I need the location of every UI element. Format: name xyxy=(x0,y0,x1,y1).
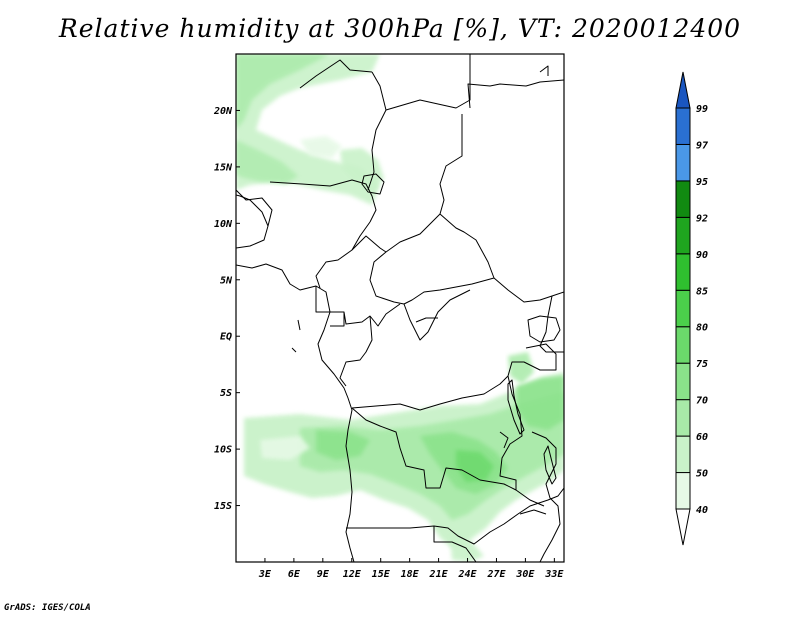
colorbar-swatch xyxy=(675,107,691,145)
map-frame xyxy=(235,53,565,563)
colorbar-swatch xyxy=(675,289,691,328)
lon-label: 30E xyxy=(515,569,535,580)
colorbar-label: 40 xyxy=(696,505,708,516)
humidity-shading xyxy=(236,54,564,562)
lon-label: 24E xyxy=(457,569,477,580)
lon-label: 3E xyxy=(258,569,272,580)
lon-label: 33E xyxy=(544,569,564,580)
colorbar-swatch xyxy=(675,253,691,291)
latitude-axis: 20N 15N 10N 5N EQ 5S 10S 15S xyxy=(213,106,240,512)
lake-malawi xyxy=(543,445,557,485)
colorbar-swatch xyxy=(675,180,691,218)
colorbar-swatch xyxy=(675,435,691,474)
lake-tanganyika xyxy=(507,379,525,435)
colorbar-label: 80 xyxy=(696,323,708,334)
colorbar-lower-triangle xyxy=(675,508,691,546)
lat-label: 15N xyxy=(214,162,233,173)
lon-label: 21E xyxy=(429,569,449,580)
lake-victoria xyxy=(527,315,561,343)
colorbar-swatch xyxy=(675,143,691,182)
colorbar: 40 50 60 70 75 80 85 90 92 95 97 99 xyxy=(675,71,708,546)
lat-label: 5S xyxy=(220,388,232,399)
colorbar-upper-triangle xyxy=(675,71,691,109)
colorbar-label: 92 xyxy=(696,213,708,224)
lon-label: 18E xyxy=(401,569,420,580)
colorbar-label: 50 xyxy=(696,469,708,480)
colorbar-label: 90 xyxy=(696,250,708,261)
lat-label: 10N xyxy=(214,219,233,230)
colorbar-swatch xyxy=(675,472,691,510)
colorbar-label: 70 xyxy=(696,396,708,407)
lat-label: 5N xyxy=(220,275,233,286)
lon-label: 6E xyxy=(288,569,301,580)
colorbar-label: 75 xyxy=(696,359,708,370)
colorbar-label: 95 xyxy=(696,177,708,188)
longitude-axis: 3E 6E 9E 12E 15E 18E 21E 24E 27E 30E 33E xyxy=(258,558,564,580)
lat-label: 15S xyxy=(214,501,232,512)
lon-label: 9E xyxy=(317,569,330,580)
lon-label: 12E xyxy=(343,569,362,580)
colorbar-label: 85 xyxy=(696,286,708,297)
rh-shade-northwest-inner xyxy=(236,54,330,130)
lat-label: EQ xyxy=(220,332,232,343)
lon-label: 15E xyxy=(372,569,391,580)
colorbar-label: 99 xyxy=(696,104,708,115)
lake-chad xyxy=(361,173,385,195)
colorbar-swatch xyxy=(675,216,691,255)
lat-label: 20N xyxy=(213,106,233,117)
colorbar-swatch xyxy=(675,399,691,437)
colorbar-swatch xyxy=(675,326,691,364)
lat-label: 10S xyxy=(214,445,232,456)
colorbar-swatch xyxy=(675,362,691,401)
coastline-west-africa xyxy=(236,263,355,562)
colorbar-label: 60 xyxy=(696,432,708,443)
political-boundaries xyxy=(236,54,564,562)
lon-label: 27E xyxy=(486,569,506,580)
figure-title: Relative humidity at 300hPa [%], VT: 202… xyxy=(58,14,742,43)
colorbar-label: 97 xyxy=(696,140,708,151)
grads-credit: GrADS: IGES/COLA xyxy=(4,603,91,613)
